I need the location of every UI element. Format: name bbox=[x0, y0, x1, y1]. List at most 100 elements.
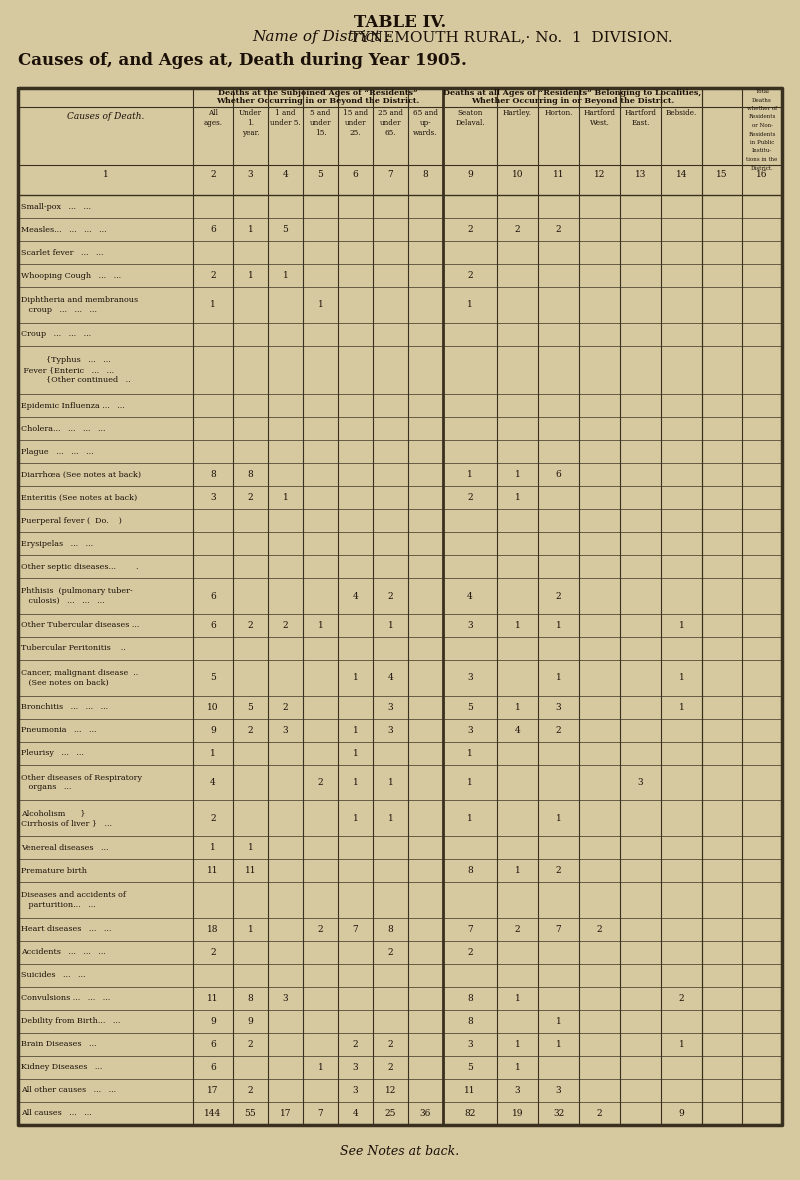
Text: 2: 2 bbox=[556, 866, 562, 876]
Text: 14: 14 bbox=[676, 170, 687, 179]
Text: 3: 3 bbox=[248, 170, 254, 179]
Text: 18: 18 bbox=[207, 925, 218, 933]
Text: 5: 5 bbox=[247, 703, 254, 712]
Text: Measles...   ...   ...   ...: Measles... ... ... ... bbox=[21, 225, 106, 234]
Text: 8: 8 bbox=[467, 1017, 473, 1025]
Text: 1: 1 bbox=[467, 814, 473, 822]
Text: Erysipelas   ...   ...: Erysipelas ... ... bbox=[21, 539, 93, 548]
Text: 2: 2 bbox=[388, 1040, 394, 1049]
Text: 8: 8 bbox=[210, 470, 216, 479]
Text: 1: 1 bbox=[248, 925, 254, 933]
Text: 6: 6 bbox=[210, 1040, 216, 1049]
Text: 2: 2 bbox=[678, 994, 684, 1003]
Text: 1: 1 bbox=[353, 726, 358, 735]
Text: 3: 3 bbox=[388, 703, 394, 712]
Text: 1: 1 bbox=[248, 844, 254, 852]
Text: 1: 1 bbox=[353, 674, 358, 682]
Text: Heart diseases   ...   ...: Heart diseases ... ... bbox=[21, 925, 111, 933]
Text: 8: 8 bbox=[248, 470, 254, 479]
Text: 1: 1 bbox=[210, 844, 216, 852]
Text: 1: 1 bbox=[210, 301, 216, 309]
Text: All causes   ...   ...: All causes ... ... bbox=[21, 1109, 92, 1117]
Text: 6: 6 bbox=[210, 621, 216, 630]
Text: Venereal diseases   ...: Venereal diseases ... bbox=[21, 844, 109, 852]
Text: 3: 3 bbox=[388, 726, 394, 735]
Text: 1: 1 bbox=[282, 493, 288, 503]
Text: 2: 2 bbox=[318, 778, 323, 787]
Text: TABLE IV.: TABLE IV. bbox=[354, 14, 446, 31]
Text: 8: 8 bbox=[388, 925, 394, 933]
Text: or Non-: or Non- bbox=[751, 123, 773, 127]
Text: 1: 1 bbox=[556, 674, 562, 682]
Text: 16: 16 bbox=[756, 170, 768, 179]
Text: 1: 1 bbox=[678, 1040, 684, 1049]
Text: 12: 12 bbox=[385, 1086, 396, 1095]
Text: Convulsions ...   ...   ...: Convulsions ... ... ... bbox=[21, 995, 110, 1002]
Text: 1: 1 bbox=[514, 1040, 520, 1049]
Text: Other diseases of Respiratory
   organs   ...: Other diseases of Respiratory organs ... bbox=[21, 774, 142, 792]
Text: 9: 9 bbox=[210, 726, 216, 735]
Text: 2: 2 bbox=[467, 271, 473, 280]
Text: 1: 1 bbox=[318, 1063, 323, 1071]
Text: 2: 2 bbox=[210, 948, 216, 957]
Text: 3: 3 bbox=[282, 726, 288, 735]
Text: 4: 4 bbox=[388, 674, 394, 682]
Text: 4: 4 bbox=[467, 591, 473, 601]
Text: Cholera...   ...   ...   ...: Cholera... ... ... ... bbox=[21, 425, 106, 433]
Text: 1: 1 bbox=[514, 866, 520, 876]
Text: 2: 2 bbox=[353, 1040, 358, 1049]
Text: 1: 1 bbox=[282, 271, 288, 280]
Text: Diarrhœa (See notes at back): Diarrhœa (See notes at back) bbox=[21, 471, 141, 479]
Text: 2: 2 bbox=[210, 814, 216, 822]
Text: 1: 1 bbox=[388, 814, 394, 822]
Text: 2: 2 bbox=[248, 493, 254, 503]
Text: See Notes at back.: See Notes at back. bbox=[340, 1145, 460, 1158]
Text: 7: 7 bbox=[556, 925, 562, 933]
Text: 1: 1 bbox=[556, 1017, 562, 1025]
Text: 1: 1 bbox=[514, 470, 520, 479]
Text: Horton.: Horton. bbox=[544, 109, 573, 117]
Text: Tubercular Peritonitis    ..: Tubercular Peritonitis .. bbox=[21, 644, 126, 653]
Text: 3: 3 bbox=[556, 1086, 562, 1095]
Text: 3: 3 bbox=[353, 1063, 358, 1071]
Text: 1: 1 bbox=[678, 621, 684, 630]
Text: 9: 9 bbox=[210, 1017, 216, 1025]
Text: 2: 2 bbox=[318, 925, 323, 933]
Text: 2: 2 bbox=[514, 225, 520, 234]
Text: 17: 17 bbox=[207, 1086, 218, 1095]
Text: 8: 8 bbox=[422, 170, 428, 179]
Text: 3: 3 bbox=[467, 1040, 473, 1049]
Text: 19: 19 bbox=[512, 1109, 523, 1117]
Text: 2: 2 bbox=[388, 948, 394, 957]
Text: 1: 1 bbox=[388, 778, 394, 787]
Text: 2: 2 bbox=[210, 271, 216, 280]
Text: 4: 4 bbox=[353, 1109, 358, 1117]
Text: 2: 2 bbox=[248, 621, 254, 630]
Text: 6: 6 bbox=[210, 225, 216, 234]
Text: 1: 1 bbox=[467, 470, 473, 479]
Text: Scarlet fever   ...   ...: Scarlet fever ... ... bbox=[21, 249, 103, 256]
Text: 3: 3 bbox=[514, 1086, 520, 1095]
Text: Enteritis (See notes at back): Enteritis (See notes at back) bbox=[21, 493, 138, 501]
Text: 2: 2 bbox=[556, 225, 562, 234]
Text: 3: 3 bbox=[353, 1086, 358, 1095]
Text: 1: 1 bbox=[467, 778, 473, 787]
Text: 144: 144 bbox=[204, 1109, 222, 1117]
Text: 82: 82 bbox=[464, 1109, 476, 1117]
Text: Phthisis  (pulmonary tuber-
   culosis)   ...   ...   ...: Phthisis (pulmonary tuber- culosis) ... … bbox=[21, 588, 133, 605]
Text: 4: 4 bbox=[210, 778, 216, 787]
Text: 3: 3 bbox=[467, 726, 473, 735]
Text: 3: 3 bbox=[282, 994, 288, 1003]
Text: Residents: Residents bbox=[748, 131, 776, 137]
Text: 5: 5 bbox=[318, 170, 323, 179]
Text: Hartford
West.: Hartford West. bbox=[583, 109, 615, 126]
Text: 15: 15 bbox=[716, 170, 728, 179]
Text: Suicides   ...   ...: Suicides ... ... bbox=[21, 971, 86, 979]
Text: Name of District :: Name of District : bbox=[252, 30, 390, 44]
Text: Causes of Death.: Causes of Death. bbox=[67, 112, 144, 122]
Text: 2: 2 bbox=[467, 948, 473, 957]
Text: 1: 1 bbox=[248, 271, 254, 280]
Text: Whether Occurring in or Beyond the District.: Whether Occurring in or Beyond the Distr… bbox=[216, 97, 420, 105]
Text: Other Tubercular diseases ...: Other Tubercular diseases ... bbox=[21, 622, 139, 629]
Text: Causes of, and Ages at, Death during Year 1905.: Causes of, and Ages at, Death during Yea… bbox=[18, 52, 467, 68]
